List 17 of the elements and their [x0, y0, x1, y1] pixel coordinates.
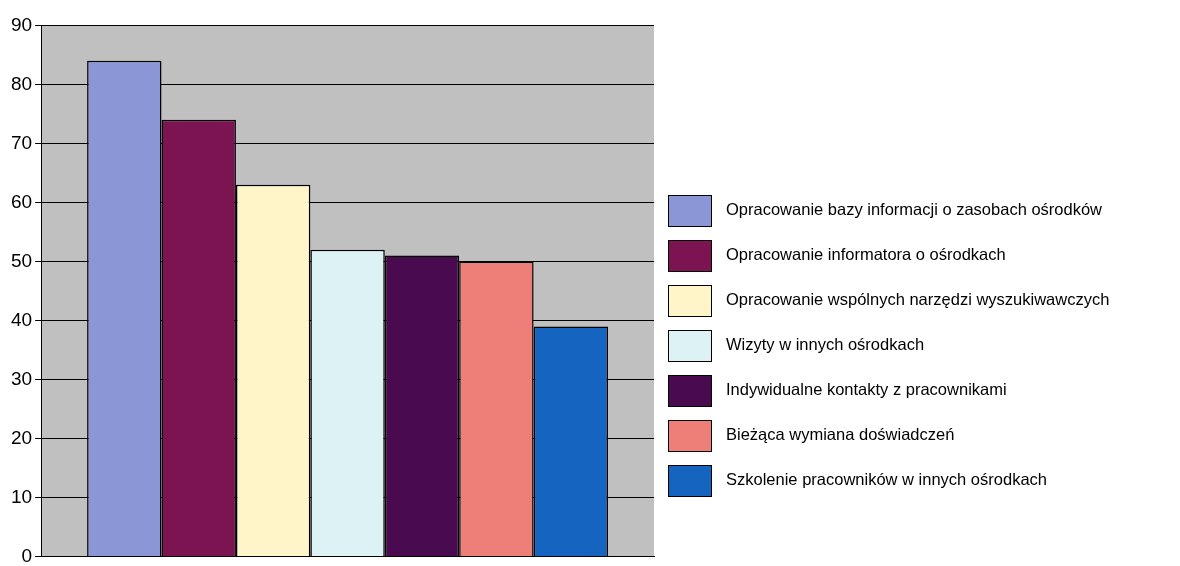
legend-label: Wizyty w innych ośrodkach — [726, 334, 925, 354]
legend-label: Szkolenie pracowników w innych ośrodkach — [726, 469, 1047, 489]
y-tick-label: 90 — [10, 13, 33, 35]
y-tick-label: 50 — [10, 249, 33, 271]
y-tick-label: 20 — [10, 426, 33, 448]
legend-label: Indywidualne kontakty z pracownikami — [726, 379, 1007, 399]
y-tick-label: 30 — [10, 367, 33, 389]
y-tick-label: 40 — [10, 308, 33, 330]
legend-label: Opracowanie wspólnych narzędzi wyszukiwawczych — [726, 289, 1110, 309]
y-tick-label: 70 — [10, 131, 33, 153]
y-tick-label: 60 — [10, 190, 33, 212]
legend-label: Bieżąca wymiana doświadczeń — [726, 424, 955, 444]
legend-label: Opracowanie informatora o ośrodkach — [726, 244, 1006, 264]
y-tick-label: 10 — [10, 485, 33, 507]
y-tick-label: 0 — [21, 544, 33, 566]
legend-label: Opracowanie bazy informacji o zasobach ośrodków — [726, 199, 1103, 219]
y-tick-label: 80 — [10, 72, 33, 94]
